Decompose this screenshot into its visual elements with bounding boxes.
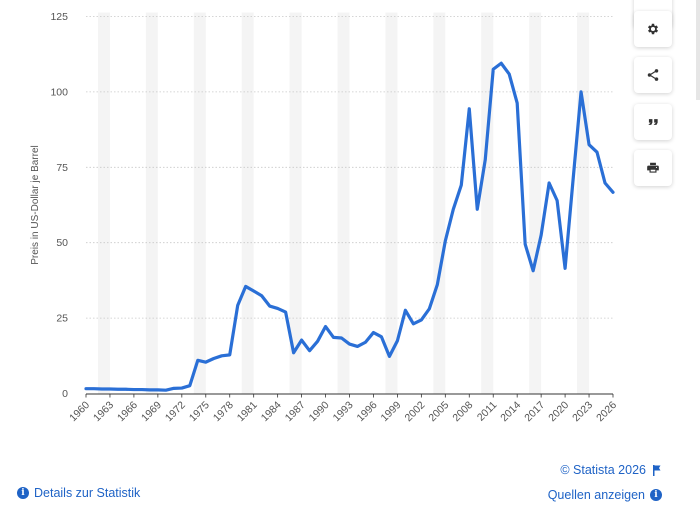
details-link-label: Details zur Statistik: [34, 486, 141, 500]
x-axis-ticks: 1960196319661969197219751978198119841987…: [67, 394, 619, 424]
background-band: [433, 12, 446, 394]
share-icon: [647, 69, 659, 81]
x-tick-label: 1990: [307, 399, 332, 424]
x-tick-label: 1963: [91, 399, 116, 424]
flag-icon: [653, 464, 661, 476]
background-band: [289, 12, 302, 394]
x-tick-label: 2002: [402, 399, 427, 424]
background-band: [97, 12, 110, 394]
x-tick-label: 1987: [283, 399, 308, 424]
x-tick-label: 2023: [570, 399, 595, 424]
share-button[interactable]: [634, 57, 672, 93]
background-band: [145, 12, 158, 394]
background-band: [241, 12, 254, 394]
sources-link[interactable]: Quellen anzeigen i: [548, 488, 662, 502]
chart-gridlines: [86, 16, 613, 319]
background-band: [529, 12, 542, 394]
y-tick-label: 25: [56, 313, 68, 325]
x-tick-label: 2026: [594, 399, 619, 424]
x-tick-label: 2020: [546, 399, 571, 424]
x-tick-label: 1996: [355, 399, 380, 424]
x-tick-label: 2008: [450, 399, 475, 424]
x-tick-label: 2005: [426, 399, 451, 424]
printer-icon: [647, 162, 659, 173]
series-line-oil-price: [84, 61, 615, 392]
settings-button[interactable]: [634, 11, 672, 47]
y-tick-label: 0: [62, 388, 68, 400]
x-tick-label: 1975: [187, 399, 212, 424]
y-axis-label: Preis in US-Dollar je Barrel: [30, 145, 41, 264]
x-tick-label: 2017: [522, 399, 547, 424]
x-tick-label: 1999: [379, 399, 404, 424]
info-icon: i: [650, 489, 662, 501]
y-tick-label: 75: [56, 162, 68, 174]
background-band: [577, 12, 590, 394]
quote-icon: [648, 119, 658, 125]
copyright-text: © Statista 2026: [560, 463, 646, 477]
x-tick-label: 1978: [211, 399, 236, 424]
x-tick-label: 1969: [139, 399, 164, 424]
y-tick-label: 125: [50, 11, 68, 23]
gear-icon: [647, 23, 659, 35]
background-band: [337, 12, 350, 394]
background-band: [385, 12, 398, 394]
chart-background-bands: [97, 12, 590, 394]
print-button[interactable]: [634, 150, 672, 186]
x-tick-label: 1960: [67, 399, 92, 424]
background-band: [193, 12, 206, 394]
x-tick-label: 1981: [235, 399, 260, 424]
x-tick-label: 1972: [163, 399, 188, 424]
background-band: [481, 12, 494, 394]
x-tick-label: 1993: [331, 399, 356, 424]
x-tick-label: 2011: [475, 399, 500, 424]
y-tick-label: 100: [50, 86, 68, 98]
info-icon: i: [17, 487, 29, 499]
right-edge-strip: [696, 0, 700, 100]
x-tick-label: 2014: [498, 399, 523, 424]
x-tick-label: 1984: [259, 399, 284, 424]
details-link[interactable]: i Details zur Statistik: [17, 486, 140, 500]
y-tick-label: 50: [56, 237, 68, 249]
cite-button[interactable]: [634, 104, 672, 140]
sources-link-label: Quellen anzeigen: [547, 488, 645, 502]
y-axis-ticks: 0 25 50 75 100 125: [50, 11, 68, 400]
x-tick-label: 1966: [115, 399, 140, 424]
copyright-notice: © Statista 2026: [560, 463, 662, 477]
